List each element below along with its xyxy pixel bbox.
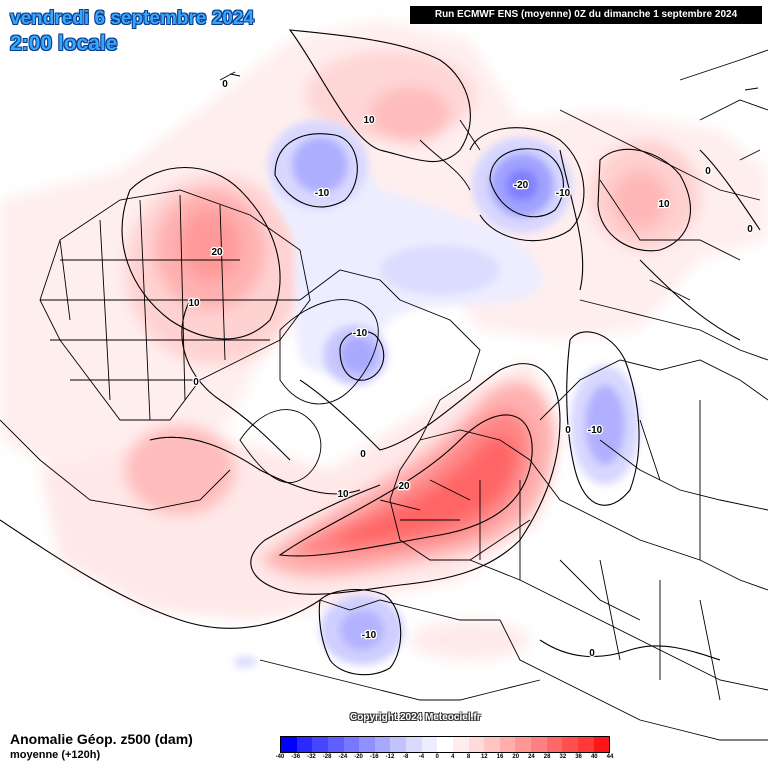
legend-tick-label: 24 [528,754,535,760]
legend-tick-label: 36 [575,754,582,760]
legend-tick-label: 44 [606,754,614,760]
legend-swatch [406,737,422,752]
contour-lines [0,29,761,676]
legend-swatch [374,737,391,752]
legend-swatches [280,736,610,753]
contour-label: -10 [362,630,377,641]
legend-tick-label: -36 [291,754,301,760]
contour-label: 0 [222,79,228,90]
legend-tick-label: 16 [496,754,504,760]
legend-swatch [484,737,500,752]
contour-label: 0 [193,377,199,388]
color-legend: -40 -36 -32 -28 -24 -20 -16 -12 -8 -4 0 4 8 12 16 20 24 2… [276,736,614,766]
legend-swatch [499,737,516,752]
legend-tick-label: -8 [403,754,409,760]
legend-tick-label: 8 [466,754,471,760]
legend-tick-label: 28 [543,754,551,760]
legend-swatch [390,737,406,752]
run-info-banner: Run ECMWF ENS (moyenne) 0Z du dimanche 1… [410,6,762,24]
legend-tick-label: 0 [435,754,439,760]
contour-label: 0 [705,166,711,177]
legend-swatch [281,737,297,752]
contour-label: -10 [315,188,330,199]
contour-label: -20 [514,180,529,191]
contour-label: 10 [188,298,200,309]
legend-tick-label: -16 [369,754,379,760]
contour-label: 0 [360,449,366,460]
legend-tick-label: -40 [275,754,285,760]
legend-tick-label: 4 [451,754,455,760]
contour-label: 0 [589,648,595,659]
legend-swatch [577,737,594,752]
legend-swatch [562,737,578,752]
contour-label: 10 [337,489,349,500]
country-borders [0,49,768,741]
map-title: Anomalie Géop. z500 (dam) [10,731,193,747]
contour-label-group: 20 10 0 0 10 -10 -20 -10 10 0 0 -10 0 20… [187,78,754,661]
contour-label: -10 [556,188,571,199]
legend-tick-label: 12 [480,754,488,760]
contour-label: 0 [565,425,571,436]
legend-swatch [593,737,610,752]
contour-label: -10 [588,425,603,436]
legend-swatch [312,737,328,752]
legend-tick-label: 32 [559,754,567,760]
legend-swatch [343,737,360,752]
legend-tick-label: 20 [512,754,520,760]
legend-swatch [327,737,344,752]
legend-tick-label: -24 [338,754,348,760]
legend-tick-label: -12 [385,754,395,760]
contour-label: 10 [658,199,670,210]
forecast-date: vendredi 6 septembre 2024 [10,8,254,29]
legend-swatch [421,737,438,752]
legend-swatch [437,737,453,752]
map-subtitle: moyenne (+120h) [10,749,101,761]
legend-tick-label: -4 [418,754,425,760]
negative-anomaly-shading [233,120,640,668]
legend-swatch [531,737,547,752]
legend-swatch [468,737,485,752]
copyright-notice: Copyright 2024 Meteociel.fr [350,712,481,723]
legend-tick-label: -20 [354,754,363,760]
contour-label: 20 [211,247,223,258]
legend-swatch [546,737,563,752]
legend-tick-label: -32 [307,754,316,760]
forecast-time: 2:00 locale [10,32,118,55]
contour-label: -10 [353,328,368,339]
legend-swatch [359,737,375,752]
legend-ticks: -40 -36 -32 -28 -24 -20 -16 -12 -8 -4 0 4 8 12 16 20 24 2… [276,754,614,766]
contour-label: 10 [363,115,375,126]
legend-tick-label: 40 [590,754,598,760]
legend-tick-label: -28 [322,754,332,760]
contour-label: 20 [398,481,410,492]
contour-label: 0 [747,224,753,235]
legend-swatch [296,737,313,752]
legend-swatch [452,737,469,752]
legend-swatch [515,737,531,752]
